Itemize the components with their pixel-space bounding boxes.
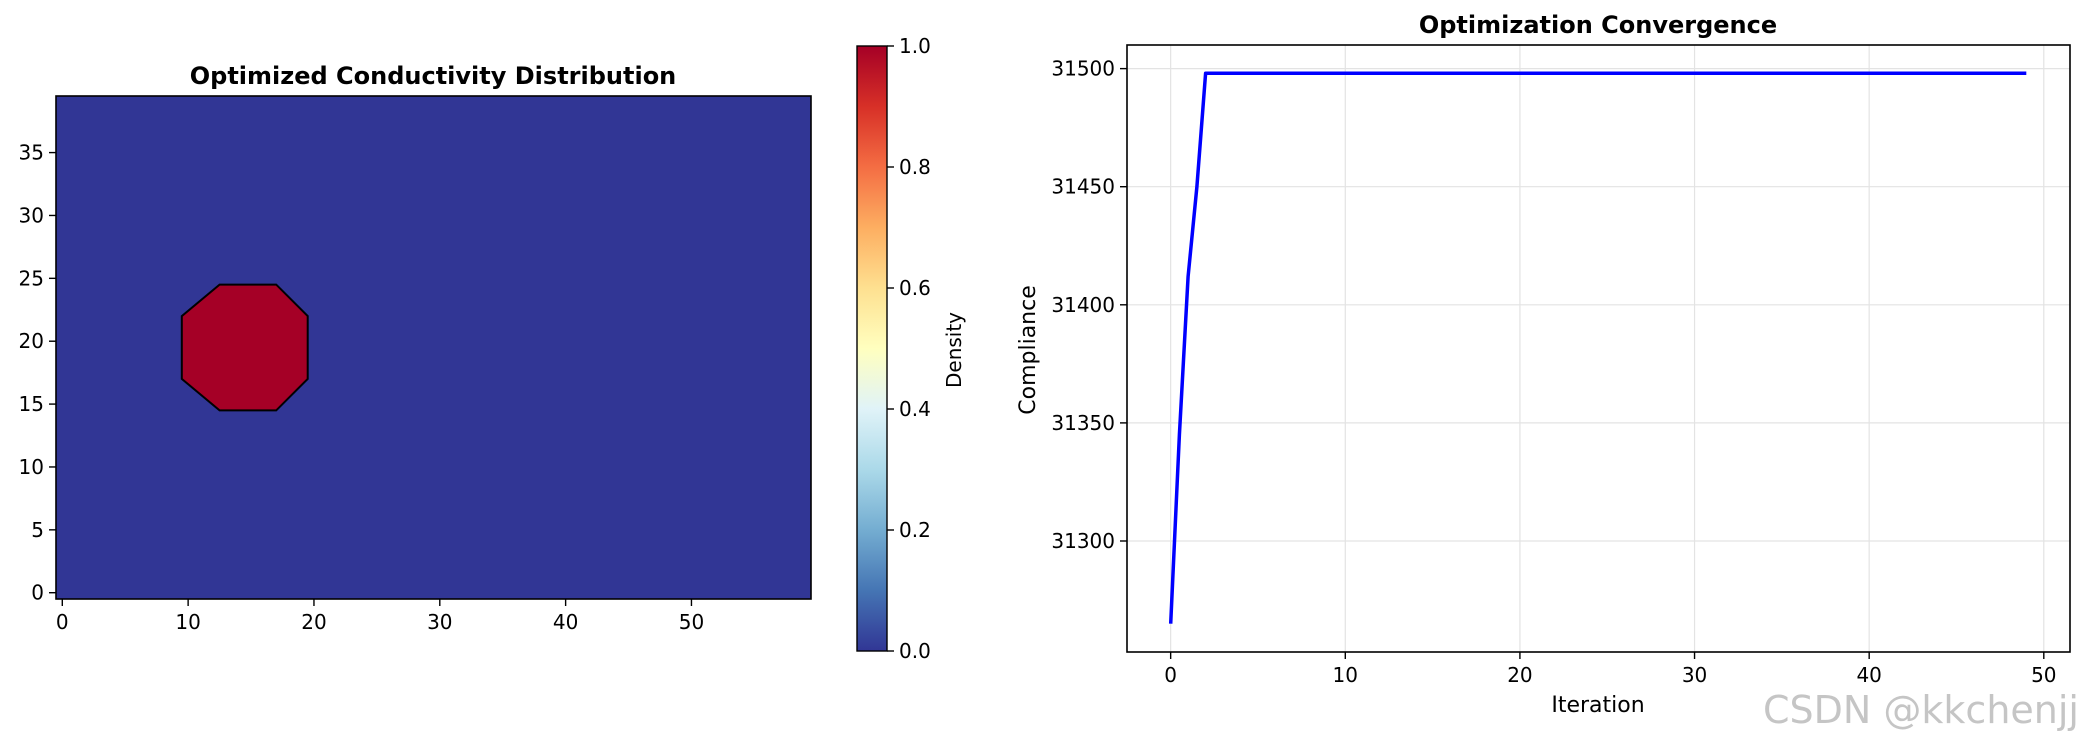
heatmap-y-tick-label: 35 (19, 141, 44, 165)
line-y-tick-label: 31500 (1051, 57, 1115, 81)
heatmap-y-tick-label: 20 (19, 329, 44, 353)
heatmap-x-tick: 10 (175, 599, 201, 634)
line-x-tick-label: 10 (1333, 663, 1358, 687)
line-ylabel: Compliance (1016, 285, 1041, 415)
watermark: CSDN @kkchenjj (1763, 688, 2079, 732)
line-frame (1126, 44, 2071, 653)
line-x-tick: 50 (2031, 652, 2057, 687)
colorbar-tick: 0.0 (887, 639, 931, 663)
line-xlabel: Iteration (1551, 693, 1644, 718)
line-y-ticks: 31300 31350 31400 31450 31500 (1051, 57, 1127, 553)
colorbar-tick: 0.2 (887, 518, 931, 542)
line-x-tick-label: 20 (1507, 663, 1532, 687)
line-y-tick-label: 31300 (1051, 529, 1115, 553)
line-x-tick: 40 (1856, 652, 1882, 687)
line-x-tick-label: 30 (1682, 663, 1707, 687)
heatmap-frame (55, 95, 812, 600)
heatmap-x-tick-label: 30 (427, 610, 452, 634)
colorbar-tick-label: 0.2 (899, 518, 931, 542)
heatmap-x-tick: 40 (553, 599, 578, 634)
colorbar-ticks: 0.0 0.2 0.4 0.6 0.8 1.0 (887, 34, 931, 663)
line-chart: Optimization Convergence 0 10 20 30 40 50 313… (1016, 11, 2071, 718)
colorbar-tick-label: 0.8 (899, 155, 931, 179)
heatmap-x-tick: 50 (679, 599, 704, 634)
heatmap-y-tick: 35 (19, 141, 56, 165)
colorbar-tick: 0.4 (887, 397, 931, 421)
line-y-tick: 31400 (1051, 293, 1127, 317)
line-y-tick-label: 31350 (1051, 411, 1115, 435)
colorbar: 0.0 0.2 0.4 0.6 0.8 1.0 Density (856, 34, 966, 663)
heatmap-y-tick-label: 30 (19, 203, 44, 227)
heatmap-y-tick-label: 15 (19, 392, 44, 416)
heatmap-x-ticks: 0 10 20 30 40 50 (56, 599, 704, 634)
heatmap-y-tick: 25 (19, 266, 56, 290)
heatmap-y-tick: 10 (19, 455, 56, 479)
heatmap-x-tick-label: 20 (301, 610, 326, 634)
heatmap-inclusion (180, 283, 309, 412)
line-x-tick: 20 (1507, 652, 1533, 687)
heatmap-y-tick-label: 10 (19, 455, 44, 479)
heatmap-x-tick: 0 (56, 599, 69, 634)
line-x-tick: 10 (1333, 652, 1358, 687)
heatmap-y-tick: 20 (19, 329, 56, 353)
line-x-tick: 30 (1682, 652, 1707, 687)
heatmap-x-tick-label: 10 (175, 610, 200, 634)
line-x-tick-label: 0 (1164, 663, 1177, 687)
heatmap-x-tick-label: 0 (56, 610, 69, 634)
colorbar-tick: 0.8 (887, 155, 931, 179)
heatmap-background (56, 96, 811, 599)
line-x-ticks: 0 10 20 30 40 50 (1164, 652, 2057, 687)
heatmap-x-tick-label: 40 (553, 610, 578, 634)
heatmap-y-tick: 30 (19, 203, 56, 227)
colorbar-tick: 0.6 (887, 276, 931, 300)
line-title: Optimization Convergence (1419, 11, 1777, 39)
heatmap-y-tick-label: 25 (19, 266, 44, 290)
line-y-tick: 31300 (1051, 529, 1127, 553)
colorbar-tick-label: 0.6 (899, 276, 931, 300)
line-y-tick-label: 31400 (1051, 293, 1115, 317)
line-series (1168, 71, 2027, 624)
line-grid (1127, 45, 2070, 652)
heatmap-y-ticks: 0 5 10 15 20 25 30 35 (19, 141, 56, 605)
heatmap-x-tick-label: 50 (679, 610, 704, 634)
colorbar-tick-label: 0.0 (899, 639, 931, 663)
line-y-tick: 31450 (1051, 175, 1127, 199)
line-y-tick: 31350 (1051, 411, 1127, 435)
colorbar-tick-label: 1.0 (899, 34, 931, 58)
colorbar-gradient (856, 45, 888, 652)
line-x-tick-label: 50 (2031, 663, 2056, 687)
line-y-tick-label: 31450 (1051, 175, 1115, 199)
heatmap-x-tick: 30 (427, 599, 453, 634)
heatmap-y-tick: 0 (31, 581, 56, 605)
colorbar-tick-label: 0.4 (899, 397, 931, 421)
line-x-tick-label: 40 (1856, 663, 1881, 687)
colorbar-tick: 1.0 (887, 34, 931, 58)
line-y-tick: 31500 (1051, 57, 1127, 81)
heatmap-y-tick: 15 (19, 392, 56, 416)
heatmap-title: Optimized Conductivity Distribution (190, 62, 677, 90)
heatmap-x-tick: 20 (301, 599, 327, 634)
heatmap-y-tick-label: 5 (31, 518, 44, 542)
line-x-tick: 0 (1164, 652, 1177, 687)
colorbar-label: Density (942, 312, 966, 388)
heatmap-chart: Optimized Conductivity Distribution 0 10 2… (19, 62, 812, 634)
heatmap-y-tick-label: 0 (31, 581, 44, 605)
heatmap-y-tick: 5 (31, 518, 56, 542)
